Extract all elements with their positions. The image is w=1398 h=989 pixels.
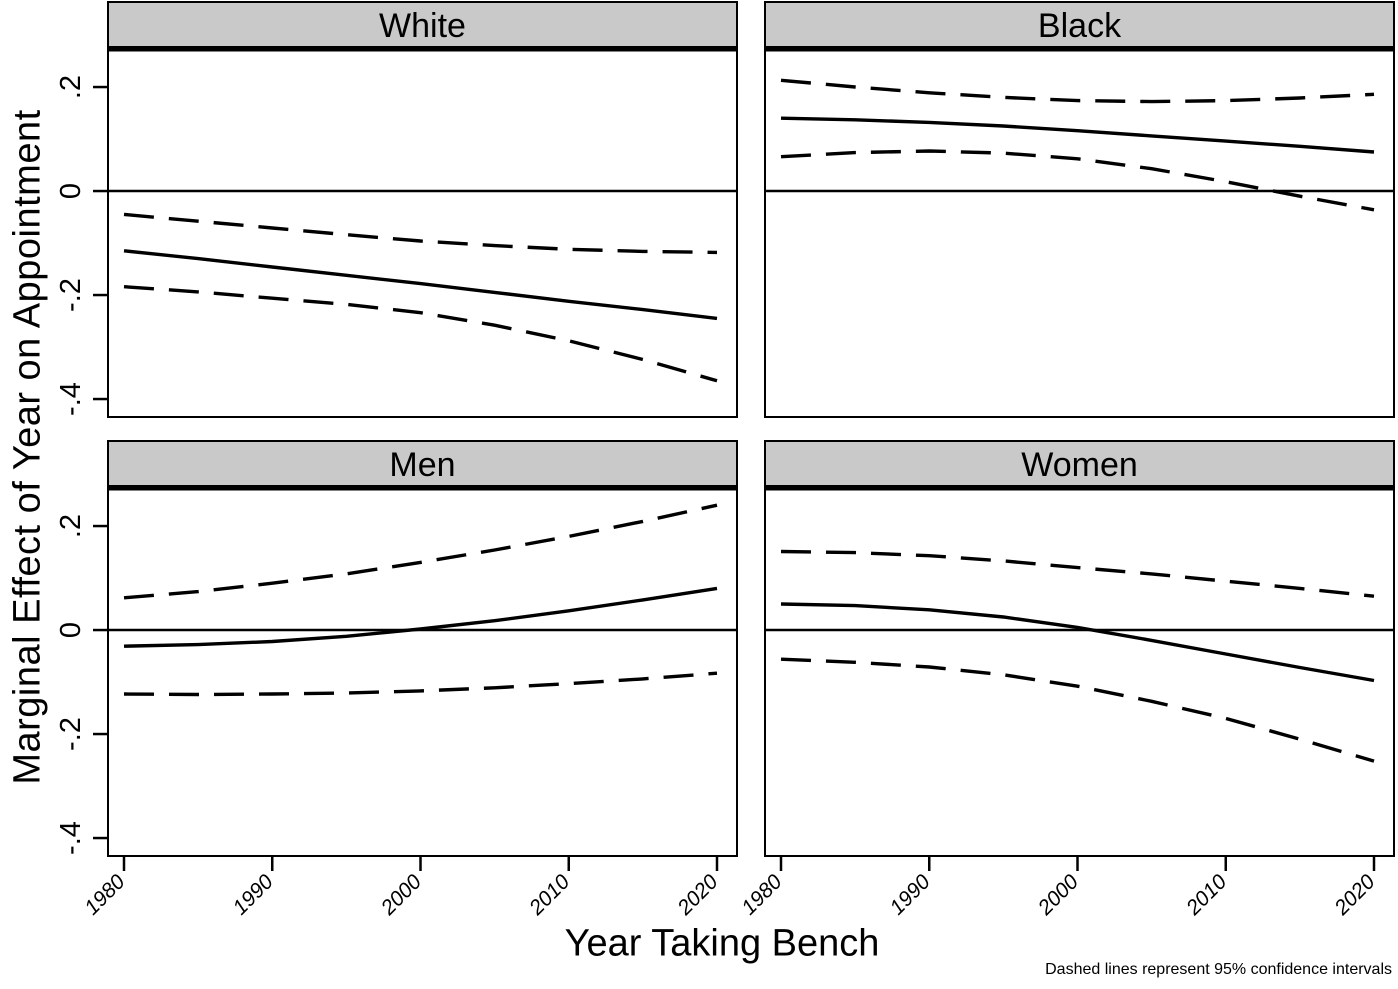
panel-header-black — [764, 1, 1395, 48]
fit-line-men — [123, 586, 718, 648]
x-tick-label-men: 1980 — [80, 870, 130, 920]
y-tick-label-men: 0 — [55, 622, 87, 638]
panel-title-men: Men — [389, 446, 455, 484]
x-tick-label-women: 2020 — [1330, 870, 1380, 920]
fit-line-women — [780, 602, 1375, 683]
panel-box-women — [764, 485, 1395, 857]
x-axis-title: Year Taking Bench — [564, 922, 880, 965]
x-tick-label-men: 1990 — [228, 870, 278, 920]
x-tick-label-men: 2020 — [673, 870, 723, 920]
x-tick-label-men: 2010 — [524, 870, 574, 920]
x-tick-label-women: 1990 — [885, 870, 935, 920]
x-tick-label-women: 2010 — [1181, 870, 1231, 920]
panel-header-women — [764, 440, 1395, 487]
panel-box-white — [107, 46, 738, 418]
panel-header-men — [107, 440, 738, 487]
panel-title-white: White — [379, 7, 466, 45]
fit-line-black — [780, 116, 1375, 154]
x-tick-label-women: 1980 — [737, 870, 787, 920]
ci-lower-white — [123, 285, 718, 383]
y-tick-label-white: .2 — [55, 75, 87, 99]
y-axis-title: Marginal Effect of Year on Appointment — [6, 109, 49, 785]
panel-box-black — [764, 46, 1395, 418]
x-tick-label-men: 2000 — [376, 870, 426, 920]
y-tick-label-white: -.4 — [55, 382, 87, 416]
ci-lower-black — [780, 149, 1375, 212]
fit-line-white — [123, 249, 718, 321]
ci-upper-black — [780, 78, 1375, 104]
ci-upper-women — [780, 549, 1375, 598]
y-tick-label-white: -.2 — [55, 278, 87, 312]
y-tick-label-white: 0 — [55, 183, 87, 199]
x-tick-label-women: 2000 — [1033, 870, 1083, 920]
confidence-interval-note: Dashed lines represent 95% confidence in… — [1045, 961, 1392, 978]
y-tick-label-men: -.4 — [55, 821, 87, 855]
ci-upper-men — [123, 503, 718, 600]
panel-header-white — [107, 1, 738, 48]
panel-title-black: Black — [1038, 7, 1122, 45]
panel-box-men — [107, 485, 738, 857]
ci-upper-white — [123, 212, 718, 255]
ci-lower-men — [123, 671, 718, 697]
panel-title-women: Women — [1021, 446, 1138, 484]
y-tick-label-men: -.2 — [55, 717, 87, 751]
y-tick-label-men: .2 — [55, 514, 87, 538]
ci-lower-women — [780, 657, 1375, 763]
